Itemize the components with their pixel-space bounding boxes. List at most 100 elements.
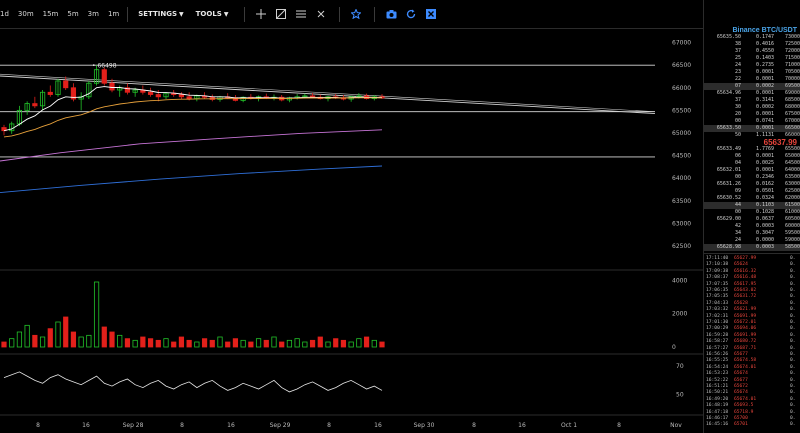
orderbook-row[interactable]: 50 1.1131 66000 [704, 132, 800, 139]
price-axis-label: 66000 [672, 85, 691, 92]
timeframe-1d[interactable]: 1d [0, 10, 9, 18]
price-axis-label: 66500 [672, 62, 691, 69]
trade-price: 65624 [734, 262, 748, 268]
trade-amount: 0. [790, 326, 796, 332]
time-axis-label: 8 [327, 422, 331, 429]
trade-amount: 0. [790, 384, 796, 389]
orderbook-row[interactable]: 00 0.2346 63500 [704, 174, 800, 181]
orderbook-row[interactable]: 44 0.1103 61500 [704, 202, 800, 209]
orderbook-row[interactable]: 24 0.0000 59000 [704, 237, 800, 244]
orderbook-row[interactable]: 65632.01 0.0001 64000 [704, 167, 800, 174]
tools-label: TOOLS [195, 10, 222, 18]
trade-amount: 0. [790, 339, 796, 345]
tools-menu[interactable]: TOOLS ▼ [196, 10, 229, 18]
camera-icon[interactable] [384, 7, 398, 21]
orderbook-row[interactable]: 65631.26 0.0162 63000 [704, 181, 800, 188]
trade-price: 65643.02 [734, 288, 757, 293]
trade-row: 16:51:21 65672 0. [704, 384, 800, 390]
time-axis-label: 8 [36, 422, 40, 429]
close-icon[interactable] [424, 7, 438, 21]
trade-price: 65687.71 [734, 345, 757, 351]
chart-canvas[interactable]: 67000 66500 66000 65500 65000 64500 64000 63500… [0, 29, 703, 433]
volume-bar [178, 336, 185, 348]
settings-menu[interactable]: SETTINGS ▼ [138, 10, 183, 18]
candle-body [124, 87, 131, 93]
timeframe-15m[interactable]: 15m [42, 10, 59, 18]
trade-price: 65677 [734, 352, 748, 357]
orderbook-row[interactable]: 00 0.0741 67000 [704, 118, 800, 125]
orderbook-row[interactable]: 23 0.0001 70500 [704, 69, 800, 76]
trade-amount: 0. [790, 320, 796, 325]
volume-bar [16, 331, 23, 348]
orderbook-amount: 0.0001 [755, 69, 774, 75]
orderbook-level: 64000 [784, 167, 800, 173]
trade-amount: 0. [790, 409, 796, 415]
orderbook-row[interactable]: 00 0.1028 61000 [704, 209, 800, 216]
orderbook-row[interactable]: 25 0.1403 71500 [704, 55, 800, 62]
volume-bar [1, 341, 7, 348]
orderbook-row[interactable]: 65629.00 0.0637 60500 [704, 216, 800, 223]
orderbook-amount: 0.1028 [755, 209, 774, 215]
trade-time: 17:03:32 [706, 307, 729, 313]
orderbook-row[interactable]: 30 0.0002 68000 [704, 104, 800, 111]
orderbook-row[interactable]: 65634.96 0.0001 69000 [704, 90, 800, 97]
ema-slow-line [0, 129, 383, 162]
orderbook-price: 00 [734, 174, 741, 180]
trade-amount: 0. [790, 422, 796, 428]
trade-row: 17:10:38 65624 0. [704, 262, 800, 268]
orderbook-row[interactable]: 42 0.0003 60000 [704, 223, 800, 230]
orderbook-row[interactable]: 65635.50 0.1747 73000 [704, 34, 800, 41]
orderbook-row[interactable]: 34 0.3047 59500 [704, 230, 800, 237]
trade-amount: 0. [790, 268, 796, 274]
orderbook-amount: 0.0001 [755, 125, 774, 131]
orderbook-amount: 1.7769 [755, 146, 774, 152]
orderbook-row[interactable]: 65630.52 0.0324 62000 [704, 195, 800, 202]
star-icon[interactable] [349, 7, 363, 21]
orderbook-row[interactable]: 65633.49 1.7769 65500 [704, 146, 800, 153]
trendline-icon[interactable] [274, 7, 288, 21]
text-icon[interactable] [314, 7, 328, 21]
orderbook-level: 72500 [784, 41, 800, 47]
trade-row: 16:58:27 65680.72 0. [704, 339, 800, 345]
orderbook-row[interactable]: 22 0.0001 70000 [704, 76, 800, 83]
trade-time: 16:56:26 [706, 352, 729, 357]
timeframe-1m[interactable]: 1m [107, 10, 120, 18]
candle-body [101, 69, 107, 84]
crosshair-icon[interactable] [254, 7, 268, 21]
orderbook-row[interactable]: 65628.98 0.0003 58500 [704, 244, 800, 251]
price-chart[interactable]: 67000 66500 66000 65500 65000 64500 64000 63500… [0, 29, 703, 433]
volume-bar [333, 338, 339, 348]
trade-price: 65694.06 [734, 326, 757, 332]
orderbook-level: 70500 [784, 69, 800, 75]
volume-bar [124, 338, 131, 348]
volume-bar [70, 331, 77, 348]
orderbook-row[interactable]: 38 0.4016 72500 [704, 41, 800, 48]
orderbook-row[interactable]: 37 0.3141 68500 [704, 97, 800, 104]
orderbook-row[interactable]: 20 0.0001 67500 [704, 111, 800, 118]
trade-amount: 0. [790, 403, 796, 409]
orderbook-row[interactable]: 04 0.0025 64500 [704, 160, 800, 167]
volume-bar [9, 338, 15, 348]
trade-price: 65672.01 [734, 320, 757, 325]
volume-bar [171, 341, 177, 348]
timeframe-3m[interactable]: 3m [87, 10, 99, 18]
volume-bar [140, 336, 146, 348]
volume-bar [24, 324, 30, 348]
timeframe-30m[interactable]: 30m [17, 10, 34, 18]
volume-bar [201, 338, 208, 348]
orderbook-row[interactable]: 06 0.0001 65000 [704, 153, 800, 160]
orderbook-amount: 0.0001 [755, 167, 774, 173]
orderbook-row[interactable]: 24 0.2735 71000 [704, 62, 800, 69]
orderbook-price: 30 [734, 104, 741, 110]
orderbook-row[interactable]: 07 0.0002 69500 [704, 83, 800, 90]
orderbook-row[interactable]: 09 0.0501 62500 [704, 188, 800, 195]
timeframe-5m[interactable]: 5m [67, 10, 79, 18]
orderbook-level: 63000 [784, 181, 800, 187]
volume-bar [325, 341, 331, 348]
refresh-icon[interactable] [404, 7, 418, 21]
orderbook-row[interactable]: 37 0.4550 72000 [704, 48, 800, 55]
time-axis-label: Nov [670, 422, 682, 429]
volume-bar [63, 316, 69, 348]
fib-icon[interactable] [294, 7, 308, 21]
orderbook-row[interactable]: 65633.50 0.0001 66500 [704, 125, 800, 132]
